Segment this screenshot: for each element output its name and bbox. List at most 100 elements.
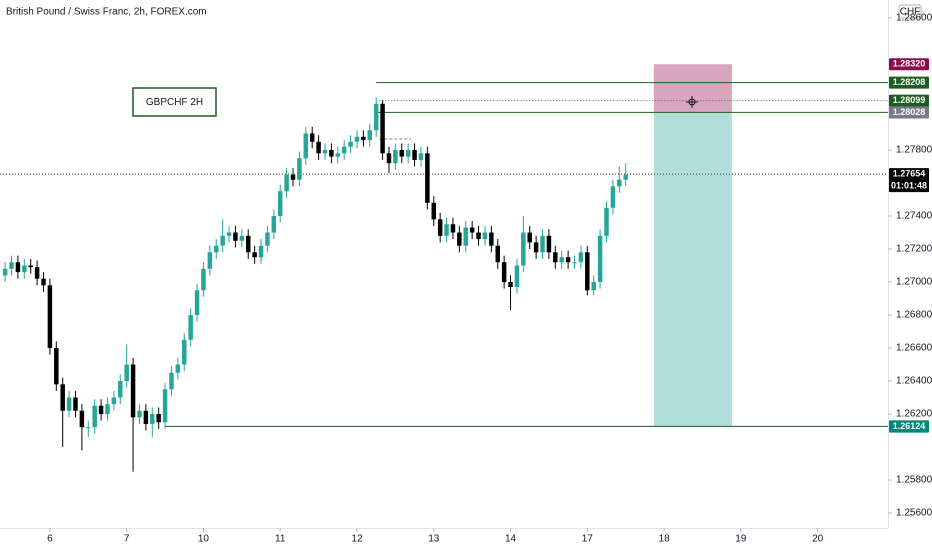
x-tick-label: 10 — [198, 534, 210, 545]
plot-area — [0, 64, 888, 472]
candle-body — [277, 191, 283, 217]
y-tick-label: 1.27200 — [896, 244, 932, 255]
candle-body — [521, 232, 526, 266]
candle-body — [597, 235, 603, 283]
price-tag-box — [889, 94, 929, 107]
x-tick-label: 19 — [735, 534, 747, 545]
candle-body — [329, 150, 334, 157]
y-tick-label: 1.27800 — [896, 145, 932, 156]
candle-body — [489, 232, 494, 246]
candle-body — [252, 252, 257, 258]
candle-body — [15, 262, 21, 273]
candle-body — [86, 427, 91, 429]
candle-body — [169, 372, 174, 390]
candle-body — [316, 141, 321, 154]
y-tick-label: 1.26800 — [896, 310, 932, 321]
price-tag-label: 1.28099 — [893, 95, 926, 105]
candle-body — [130, 364, 136, 418]
price-tag-label: 1.28208 — [893, 77, 926, 87]
candle-body — [444, 224, 449, 236]
y-tick-label: 1.27400 — [896, 211, 932, 222]
y-tick-label: 1.25600 — [896, 508, 932, 519]
candle-body — [617, 179, 622, 187]
move-handle[interactable] — [686, 96, 698, 108]
y-tick-label: 1.26400 — [896, 376, 932, 387]
candle-body — [194, 290, 200, 316]
annotation: GBPCHF 2H — [146, 97, 203, 108]
candle-body — [610, 186, 616, 208]
candle-body — [92, 405, 97, 428]
candle-body — [514, 265, 520, 287]
candle-body — [572, 262, 577, 264]
candle-body — [553, 252, 558, 263]
x-tick-label: 6 — [47, 534, 53, 545]
candle-body — [309, 133, 315, 142]
price-tag-box — [889, 76, 929, 89]
price-tag-label: 1.28028 — [893, 107, 926, 117]
candle-body — [425, 153, 430, 203]
candle-body — [226, 232, 232, 236]
price-tag-box — [889, 420, 929, 433]
price-tag: 1.28099 — [889, 94, 929, 107]
candle-body — [162, 389, 168, 423]
candle-body — [207, 252, 213, 269]
candle-body — [303, 133, 309, 159]
candle-body — [258, 245, 264, 258]
x-tick-label: 12 — [351, 534, 363, 545]
position-profit-zone — [653, 112, 732, 427]
candle-body — [431, 202, 437, 220]
candle-body — [182, 339, 187, 365]
candle-body — [335, 153, 341, 157]
candle-body — [118, 381, 123, 398]
y-tick-label: 1.28600 — [896, 13, 932, 24]
candle-body — [290, 174, 296, 180]
price-tag-box — [889, 168, 929, 193]
price-tag: 1.28208 — [889, 76, 929, 89]
candle-body — [79, 410, 85, 428]
candle-body — [284, 174, 289, 192]
price-tag: 1.28320 — [889, 58, 929, 71]
candle-body — [245, 235, 251, 253]
candle-body — [559, 257, 564, 263]
candle-body — [386, 153, 392, 164]
x-tick-label: 20 — [812, 534, 824, 545]
candle-body — [348, 141, 353, 147]
price-tag-label: 1.28320 — [893, 59, 926, 69]
candle-body — [265, 232, 270, 246]
currency-label: CHF — [900, 7, 921, 18]
candle-body — [220, 235, 225, 246]
candle-body — [361, 136, 366, 141]
annotation-box — [132, 87, 217, 117]
candle-body — [457, 232, 462, 246]
chart-title: British Pound / Swiss Franc, 2h, FOREX.c… — [6, 7, 207, 18]
candle-body — [341, 146, 347, 154]
candle-body — [2, 268, 8, 276]
candle-body — [591, 282, 596, 291]
candle-body — [22, 265, 27, 273]
candle-body — [73, 397, 78, 411]
price-tag-label: 1.27654 — [893, 168, 926, 178]
candle-body — [533, 242, 539, 253]
x-tick-label: 17 — [582, 534, 594, 545]
candle-body — [271, 216, 277, 233]
candle-body — [469, 227, 475, 233]
candle-body — [418, 153, 424, 160]
candle-body — [233, 232, 238, 241]
price-tag-box — [889, 58, 929, 71]
candle-body — [604, 207, 609, 236]
candle-body — [322, 150, 328, 154]
candle-body — [476, 232, 481, 240]
candle-body — [450, 224, 456, 233]
candle-body — [66, 397, 72, 411]
candle-body — [527, 232, 532, 243]
candle-body — [156, 414, 161, 423]
candle-body — [373, 103, 379, 131]
candle-body — [143, 410, 149, 424]
candle-body — [214, 245, 219, 253]
y-tick-label: 1.26600 — [896, 343, 932, 354]
candle-body — [137, 410, 142, 418]
candle-body — [412, 150, 417, 160]
candle-body — [508, 282, 513, 287]
candle-body — [9, 262, 14, 269]
